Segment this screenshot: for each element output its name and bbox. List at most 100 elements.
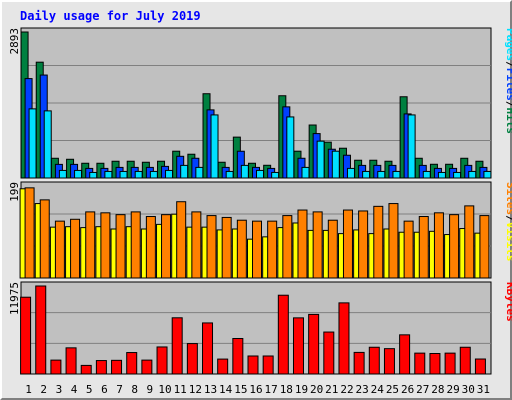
legend-separator: / xyxy=(504,101,512,108)
x-tick-day-4: 4 xyxy=(71,383,78,396)
kbytes-bar-day-11 xyxy=(171,317,183,375)
sites-bar-day-17 xyxy=(267,220,278,279)
legend-kbytes: KBytes xyxy=(504,282,512,322)
pages-bar-day-29 xyxy=(453,171,462,179)
legend-files: Files xyxy=(504,68,512,101)
x-tick-day-1: 1 xyxy=(25,383,32,396)
kbytes-bar-day-24 xyxy=(368,346,380,375)
pages-bar-day-1 xyxy=(28,108,37,179)
x-tick-day-14: 14 xyxy=(219,383,233,396)
x-tick-day-29: 29 xyxy=(446,383,459,396)
x-tick-day-21: 21 xyxy=(325,383,338,396)
sites-bar-day-21 xyxy=(327,219,338,279)
kbytes-bar-day-31 xyxy=(474,358,486,375)
x-tick-day-8: 8 xyxy=(131,383,138,396)
kbytes-bar-day-18 xyxy=(277,294,289,375)
sites-bar-day-31 xyxy=(479,215,490,279)
legend-sites-visits: Sites/Visits xyxy=(504,182,512,262)
pages-bar-day-3 xyxy=(58,169,67,179)
x-tick-day-15: 15 xyxy=(234,383,247,396)
chart-bars xyxy=(19,31,492,375)
sites-bar-day-18 xyxy=(282,215,293,279)
sites-bar-day-2 xyxy=(39,199,50,279)
pages-bar-day-24 xyxy=(377,170,386,179)
kbytes-bar-day-19 xyxy=(292,317,304,375)
pages-bar-day-23 xyxy=(362,170,371,179)
sites-bar-day-16 xyxy=(252,220,262,279)
sites-bar-day-3 xyxy=(54,220,65,279)
pages-bar-day-20 xyxy=(316,140,325,179)
pages-bar-day-14 xyxy=(225,170,234,179)
legend-visits: Visits xyxy=(504,222,512,262)
sites-bar-day-11 xyxy=(176,201,187,279)
pages-bar-day-4 xyxy=(74,169,83,179)
kbytes-bar-day-9 xyxy=(141,359,153,375)
pages-bar-day-7 xyxy=(119,170,128,179)
x-tick-day-25: 25 xyxy=(386,383,399,396)
kbytes-bar-day-23 xyxy=(353,351,365,375)
pages-bar-day-19 xyxy=(301,166,310,179)
kbytes-bar-day-25 xyxy=(383,348,395,375)
legend-pages-files-hits: Pages/Files/Hits xyxy=(504,28,512,134)
kbytes-bar-day-27 xyxy=(414,352,426,375)
x-tick-day-11: 11 xyxy=(174,383,187,396)
pages-bar-day-31 xyxy=(483,170,492,179)
sites-bar-day-20 xyxy=(312,211,323,279)
sites-bar-day-25 xyxy=(388,203,399,279)
chart-panels xyxy=(20,27,492,375)
sites-bar-day-4 xyxy=(70,218,81,279)
x-tick-day-18: 18 xyxy=(280,383,293,396)
kbytes-bar-day-14 xyxy=(217,358,229,375)
sites-bar-day-1 xyxy=(24,187,35,279)
x-tick-day-23: 23 xyxy=(356,383,369,396)
x-tick-day-6: 6 xyxy=(101,383,108,396)
kbytes-bar-day-12 xyxy=(186,343,198,375)
x-tick-day-24: 24 xyxy=(371,383,385,396)
pages-bar-day-21 xyxy=(331,150,340,179)
x-tick-day-28: 28 xyxy=(431,383,444,396)
kbytes-bar-day-3 xyxy=(50,359,62,375)
y-max-label-3: 11975 xyxy=(8,282,21,315)
sites-bar-day-24 xyxy=(373,205,384,279)
legend-pages: Pages xyxy=(504,28,512,61)
pages-bar-day-6 xyxy=(104,170,113,179)
sites-bar-day-14 xyxy=(221,216,232,279)
chart-title: Daily usage for July 2019 xyxy=(20,9,201,23)
pages-bar-day-22 xyxy=(346,167,355,179)
kbytes-bar-day-20 xyxy=(308,313,320,375)
x-tick-day-9: 9 xyxy=(147,383,154,396)
sites-bar-day-6 xyxy=(100,212,111,279)
side-labels: 2893Pages/Files/Hits199Sites/Visits11975… xyxy=(8,28,512,322)
kbytes-bar-day-28 xyxy=(429,352,441,375)
x-tick-day-26: 26 xyxy=(401,383,414,396)
sites-bar-day-15 xyxy=(236,219,247,279)
x-tick-day-19: 19 xyxy=(295,383,308,396)
kbytes-bar-day-1 xyxy=(20,296,32,375)
x-tick-day-13: 13 xyxy=(204,383,217,396)
sites-bar-day-13 xyxy=(206,215,217,279)
x-tick-day-5: 5 xyxy=(86,383,93,396)
x-tick-day-30: 30 xyxy=(462,383,475,396)
sites-bar-day-7 xyxy=(115,214,126,279)
x-tick-day-2: 2 xyxy=(40,383,47,396)
pages-bar-day-2 xyxy=(43,110,52,179)
pages-bar-day-13 xyxy=(210,114,219,179)
x-tick-day-27: 27 xyxy=(416,383,429,396)
kbytes-bar-day-13 xyxy=(202,322,214,375)
pages-bar-day-11 xyxy=(180,164,189,179)
sites-bar-day-22 xyxy=(342,209,353,279)
kbytes-bar-day-5 xyxy=(80,364,92,375)
sites-bar-day-28 xyxy=(433,212,444,279)
pages-bar-day-25 xyxy=(392,170,401,179)
sites-bar-day-26 xyxy=(403,220,414,279)
pages-bar-day-16 xyxy=(256,169,264,179)
pages-bar-day-18 xyxy=(286,116,295,179)
x-tick-day-16: 16 xyxy=(249,383,262,396)
kbytes-bar-day-30 xyxy=(459,346,471,375)
pages-bar-day-28 xyxy=(437,171,446,179)
sites-bar-day-29 xyxy=(449,214,460,279)
x-tick-day-3: 3 xyxy=(56,383,63,396)
x-tick-day-10: 10 xyxy=(158,383,171,396)
pages-bar-day-8 xyxy=(134,170,143,179)
